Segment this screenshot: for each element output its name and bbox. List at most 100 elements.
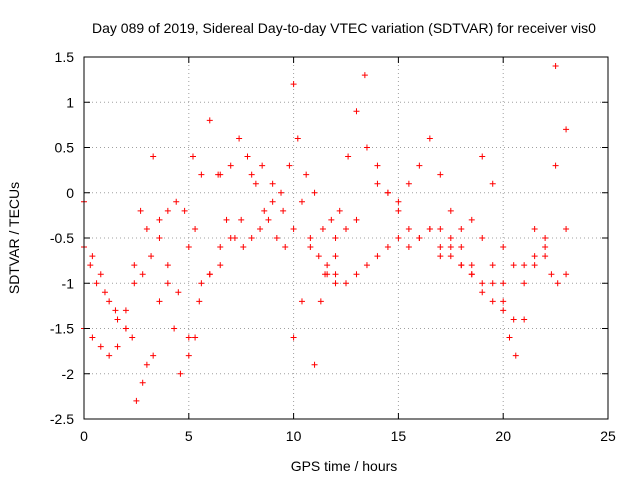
y-tick-label: -0.5 — [50, 230, 74, 246]
data-point — [384, 244, 391, 251]
data-point — [315, 253, 322, 260]
data-point — [405, 180, 412, 187]
data-point — [89, 253, 96, 260]
data-point — [133, 397, 140, 404]
data-point — [437, 253, 444, 260]
data-point — [87, 262, 94, 269]
data-point — [458, 225, 465, 232]
data-point — [506, 334, 513, 341]
data-point — [384, 189, 391, 196]
data-point — [97, 271, 104, 278]
data-point — [353, 271, 360, 278]
data-point — [552, 162, 559, 169]
data-point — [171, 325, 178, 332]
data-point — [500, 244, 507, 251]
data-point — [185, 244, 192, 251]
y-tick-label: -1.5 — [50, 321, 74, 337]
data-point — [542, 235, 549, 241]
data-point — [317, 298, 324, 305]
series-track-5 — [217, 72, 368, 232]
data-point — [196, 298, 203, 305]
data-point — [137, 207, 144, 214]
data-points — [81, 63, 570, 404]
data-point — [206, 271, 213, 278]
data-point — [426, 225, 433, 232]
data-point — [563, 271, 570, 278]
data-point — [363, 144, 370, 151]
data-point — [322, 271, 329, 278]
data-point — [307, 244, 314, 251]
data-point — [148, 253, 155, 260]
data-point — [361, 72, 368, 79]
data-point — [282, 244, 289, 251]
data-point — [521, 316, 528, 323]
data-point — [248, 171, 255, 178]
series-track-3 — [81, 153, 196, 359]
data-point — [261, 207, 268, 214]
data-point — [198, 280, 205, 287]
data-point — [269, 198, 276, 205]
series-track-8 — [322, 225, 507, 287]
data-point — [405, 225, 412, 232]
data-point — [156, 235, 163, 241]
data-point — [563, 225, 570, 232]
data-point — [345, 153, 352, 160]
data-point — [217, 244, 224, 251]
data-point — [139, 379, 146, 386]
data-point — [265, 216, 272, 223]
data-point — [510, 316, 517, 323]
data-point — [447, 207, 454, 214]
y-tick-label: -2 — [62, 366, 75, 382]
data-point — [106, 352, 113, 359]
data-point — [131, 280, 138, 287]
data-point — [489, 262, 496, 269]
x-tick-label: 10 — [286, 428, 302, 444]
x-tick-label: 15 — [391, 428, 407, 444]
data-point — [89, 334, 96, 341]
data-point — [447, 244, 454, 251]
data-point — [298, 198, 305, 205]
data-point — [129, 334, 136, 341]
data-point — [479, 289, 486, 296]
data-point — [122, 325, 129, 332]
data-point — [257, 225, 264, 232]
data-point — [175, 289, 182, 296]
data-point — [223, 216, 230, 223]
data-point — [236, 135, 243, 142]
data-point — [531, 253, 538, 260]
x-tick-labels: 0 5 10 15 20 25 — [80, 428, 616, 444]
data-point — [328, 216, 335, 223]
data-point — [164, 207, 171, 214]
data-point — [290, 81, 297, 88]
data-point — [468, 262, 475, 269]
y-tick-label: 1 — [66, 94, 74, 110]
data-point — [324, 262, 331, 269]
data-point — [468, 216, 475, 223]
data-point — [238, 216, 245, 223]
data-point — [185, 352, 192, 359]
data-point — [500, 307, 507, 314]
data-point — [416, 235, 423, 241]
data-point — [521, 262, 528, 269]
data-point — [489, 180, 496, 187]
data-point — [280, 207, 287, 214]
data-point — [131, 262, 138, 269]
data-point — [217, 171, 224, 178]
data-point — [106, 298, 113, 305]
series-track-1 — [81, 198, 224, 404]
data-point — [273, 235, 280, 241]
series-track-6 — [206, 162, 339, 368]
data-point — [311, 361, 318, 368]
y-tick-labels: -2.5 -2 -1.5 -1 -0.5 0 0.5 1 1.5 — [50, 49, 74, 427]
data-point — [343, 280, 349, 287]
data-point — [554, 280, 561, 287]
data-point — [353, 216, 360, 223]
data-point — [500, 298, 507, 305]
data-point — [227, 235, 234, 241]
data-point — [150, 153, 157, 160]
data-point — [139, 271, 146, 278]
data-point — [240, 244, 247, 251]
data-point — [343, 225, 349, 232]
data-point — [278, 189, 285, 196]
